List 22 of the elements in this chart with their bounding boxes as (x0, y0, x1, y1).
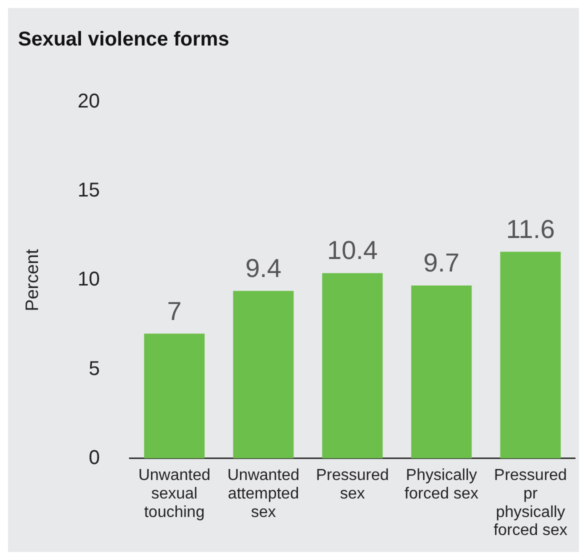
data-label: 9.7 (423, 248, 460, 278)
y-tick-label: 5 (88, 358, 100, 380)
x-tick-label: Unwanted attempted sex (227, 467, 300, 521)
y-tick-label: 20 (78, 90, 100, 113)
y-tick-label: 0 (88, 446, 100, 469)
x-tick-label: Physically forced sex (404, 467, 478, 502)
y-axis-title: Percent (22, 249, 42, 312)
data-label: 7 (167, 296, 182, 326)
y-tick-label: 10 (78, 268, 100, 291)
bar (500, 252, 561, 458)
data-label: 11.6 (506, 214, 555, 244)
chart-title: Sexual violence forms (18, 28, 230, 51)
bar (144, 334, 205, 458)
x-tick-label: Pressured pr physically forced sex (494, 467, 568, 540)
x-tick-label: Unwanted sexual touching (138, 467, 210, 521)
data-label: 9.4 (245, 253, 282, 284)
bar (322, 273, 383, 458)
bar (411, 286, 472, 458)
bar (233, 290, 294, 458)
x-tick-label: Pressured sex (316, 467, 389, 502)
y-tick-label: 15 (78, 180, 100, 202)
data-label: 10.4 (327, 235, 378, 266)
